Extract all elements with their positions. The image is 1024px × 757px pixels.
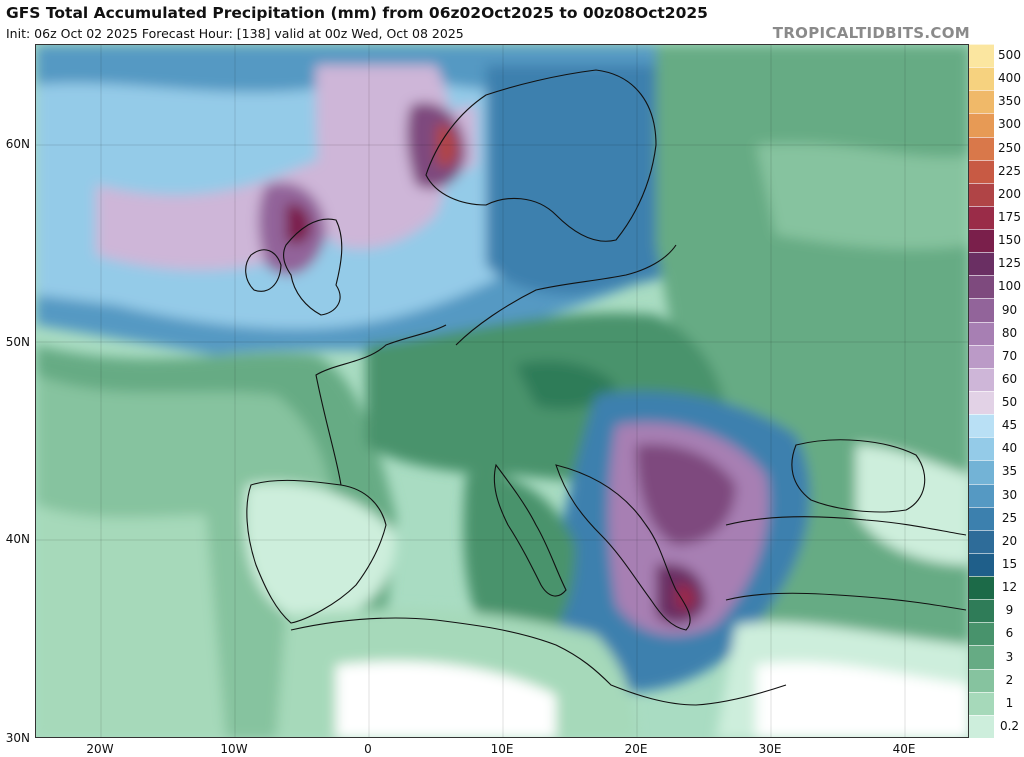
legend-swatch [969, 252, 994, 276]
legend-label: 9 [1005, 603, 1014, 618]
legend-swatch [969, 205, 994, 230]
legend-label: 350 [998, 94, 1021, 109]
lat-label-50n: 50N [5, 335, 30, 349]
legend-label: 15 [1001, 557, 1018, 571]
legend-swatch [969, 714, 994, 738]
legend-label: 250 [998, 140, 1021, 155]
color-legend: 500 400 350 300 250 225 200 175 150 125 100 90 80 70 6… [969, 44, 1024, 738]
legend-label: 200 [998, 186, 1021, 201]
legend-label: 2 [1005, 672, 1014, 687]
legend-label: 80 [1001, 325, 1018, 340]
legend-label: 70 [1001, 348, 1018, 363]
legend-label: 100 [998, 279, 1021, 294]
legend-swatch [969, 668, 994, 692]
legend-swatch [969, 275, 994, 299]
legend-label: 45 [1001, 418, 1018, 433]
legend-swatch [969, 529, 994, 553]
lon-label-30e: 30E [758, 742, 782, 756]
legend-swatch [969, 136, 994, 160]
lon-label-40e: 40E [892, 742, 916, 756]
legend-swatch [969, 460, 994, 484]
legend-label: 400 [998, 71, 1021, 86]
precip-field [36, 45, 968, 737]
graticule [36, 45, 968, 737]
brand-watermark: TROPICALTIDBITS.COM [772, 24, 970, 42]
chart-title: GFS Total Accumulated Precipitation (mm)… [6, 4, 708, 22]
legend-swatch [969, 90, 994, 114]
lat-label-40n: 40N [5, 532, 30, 546]
legend-swatch [969, 182, 994, 206]
legend-swatch [969, 67, 994, 91]
legend-swatch [969, 622, 994, 646]
legend-label: 500 [998, 48, 1021, 63]
legend-label: 225 [998, 163, 1021, 178]
legend-label: 125 [998, 256, 1021, 271]
legend-swatch [969, 552, 994, 577]
lon-label-0: 0 [364, 742, 372, 756]
legend-swatch [969, 344, 994, 368]
forecast-info: Init: 06z Oct 02 2025 Forecast Hour: [13… [6, 26, 464, 41]
legend-label: 60 [1001, 371, 1018, 386]
legend-label: 175 [998, 210, 1021, 224]
legend-label: 0.2 [999, 718, 1020, 733]
legend-label: 3 [1005, 649, 1014, 664]
legend-label: 6 [1005, 626, 1014, 641]
legend-swatch [969, 483, 994, 507]
legend-swatch [969, 437, 994, 461]
legend-label: 1 [1005, 695, 1014, 710]
legend-swatch [969, 113, 994, 137]
legend-label: 40 [1001, 441, 1018, 456]
coastlines [245, 69, 967, 706]
legend-label: 90 [1001, 302, 1018, 317]
legend-label: 300 [998, 117, 1021, 132]
legend-label: 30 [1001, 487, 1018, 502]
legend-swatch [969, 599, 994, 623]
lon-label-10w: 10W [220, 742, 248, 756]
precipitation-map[interactable] [35, 44, 969, 738]
legend-swatch [969, 298, 994, 322]
legend-label: 150 [998, 233, 1021, 248]
legend-label: 25 [1001, 510, 1018, 525]
legend-swatch [969, 367, 994, 391]
legend-swatch [969, 414, 994, 438]
lon-label-20e: 20E [624, 742, 648, 756]
legend-swatch [969, 321, 994, 345]
legend-label: 12 [1001, 580, 1018, 595]
legend-swatch [969, 691, 994, 715]
legend-label: 20 [1001, 533, 1018, 548]
legend-label: 50 [1001, 395, 1018, 410]
legend-swatch [969, 645, 994, 669]
legend-swatch [969, 159, 994, 183]
legend-swatch [969, 229, 994, 253]
lon-label-20w: 20W [86, 742, 114, 756]
lon-label-10e: 10E [490, 742, 514, 756]
legend-label: 35 [1001, 464, 1018, 479]
legend-swatch [969, 44, 994, 68]
lat-label-30n: 30N [5, 731, 30, 745]
legend-swatch [969, 506, 994, 530]
lat-label-60n: 60N [5, 137, 30, 151]
legend-swatch [969, 391, 994, 415]
legend-swatch [969, 576, 994, 600]
map-canvas [36, 45, 968, 737]
